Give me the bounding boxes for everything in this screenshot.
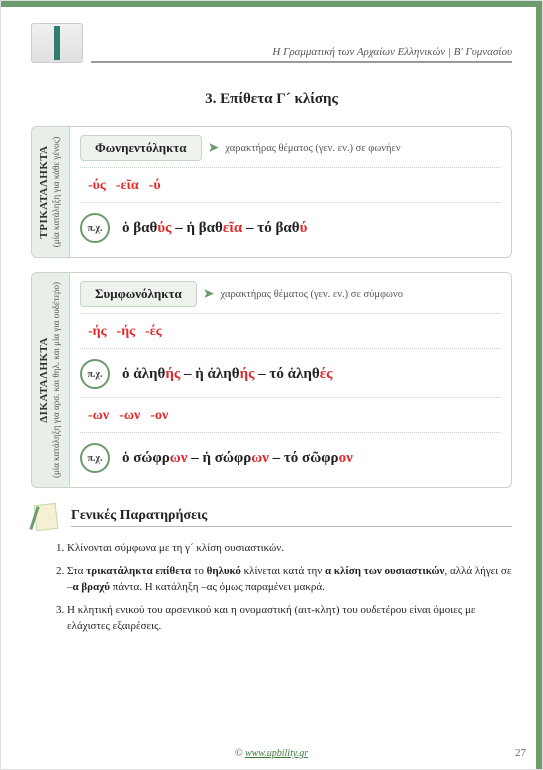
page-header: Η Γραμματική των Αρχαίων Ελληνικών | Β' … <box>31 23 512 63</box>
note-item-3: Η κλητική ενικού του αρσενικού και η ονο… <box>67 602 512 635</box>
side-sub-2: (μία κατάληξη για αρσ. και θηλ. και μία … <box>52 282 62 478</box>
arrow-icon: ➤ <box>203 286 215 303</box>
book-icon <box>31 23 83 63</box>
card-trikataligta: ΤΡΙΚΑΤΑΛΗΚΤΑ (μία κατάληξη για κάθε γένο… <box>31 126 512 258</box>
content-area: 3. Επίθετα Γ´ κλίσης ΤΡΙΚΑΤΑΛΗΚΤΑ (μία κ… <box>31 91 512 641</box>
card2-head-desc: χαρακτήρας θέματος (γεν. εν.) σε σύμφωνο <box>221 289 403 300</box>
footer-link[interactable]: www.upbility.gr <box>245 748 308 759</box>
card2-example1-row: π.χ. ὁ ἀληθής – ἡ ἀληθής – τό ἀληθές <box>80 355 501 393</box>
notes-header: Γενικές Παρατηρήσεις <box>31 502 512 532</box>
top-accent-bar <box>1 1 542 7</box>
card1-head-label: Φωνηεντόληκτα <box>80 135 202 161</box>
card2-example2: ὁ σώφρων – ἡ σώφρων – τό σῶφρον <box>122 450 353 467</box>
card1-example: ὁ βαθύς – ἡ βαθεῖα – τό βαθύ <box>122 220 307 237</box>
copyright-symbol: © <box>235 748 243 759</box>
side-label-1: ΤΡΙΚΑΤΑΛΗΚΤΑ (μία κατάληξη για κάθε γένο… <box>32 127 70 257</box>
px-badge: π.χ. <box>80 359 110 389</box>
card1-header-row: Φωνηεντόληκτα ➤ χαρακτήρας θέματος (γεν.… <box>80 135 501 161</box>
notes-list: Κλίνονται σύμφωνα με τη γ´ κλίση ουσιαστ… <box>31 540 512 635</box>
card2-example1: ὁ ἀληθής – ἡ ἀληθής – τό ἀληθές <box>122 366 332 383</box>
right-accent-bar <box>536 1 542 769</box>
side-label-2: ΔΙΚΑΤΑΛΗΚΤΑ (μία κατάληξη για αρσ. και θ… <box>32 273 70 487</box>
page-title: 3. Επίθετα Γ´ κλίσης <box>31 91 512 108</box>
page-number: 27 <box>515 747 526 759</box>
note-item-2: Στα τρικατάληκτα επίθετα το θηλυκό κλίνε… <box>67 563 512 596</box>
arrow-icon: ➤ <box>208 140 220 157</box>
px-badge: π.χ. <box>80 443 110 473</box>
card2-head-label: Συμφωνόληκτα <box>80 281 197 307</box>
notes-title: Γενικές Παρατηρήσεις <box>71 508 512 527</box>
px-badge: π.χ. <box>80 213 110 243</box>
card2-example2-row: π.χ. ὁ σώφρων – ἡ σώφρων – τό σῶφρον <box>80 439 501 477</box>
card2-header-row: Συμφωνόληκτα ➤ χαρακτήρας θέματος (γεν. … <box>80 281 501 307</box>
card2-endings2: -ων -ων -ον <box>80 404 501 428</box>
side-main-1: ΤΡΙΚΑΤΑΛΗΚΤΑ <box>39 137 52 247</box>
card1-example-row: π.χ. ὁ βαθύς – ἡ βαθεῖα – τό βαθύ <box>80 209 501 247</box>
card1-endings: -ύς -εῖα -ύ <box>80 174 501 198</box>
side-sub-1: (μία κατάληξη για κάθε γένος) <box>52 137 62 247</box>
card2-endings1: -ής -ής -ές <box>80 320 501 344</box>
header-title: Η Γραμματική των Αρχαίων Ελληνικών | Β' … <box>91 46 512 63</box>
note-item-1: Κλίνονται σύμφωνα με τη γ´ κλίση ουσιαστ… <box>67 540 512 557</box>
side-main-2: ΔΙΚΑΤΑΛΗΚΤΑ <box>39 282 52 478</box>
card-dikataligta: ΔΙΚΑΤΑΛΗΚΤΑ (μία κατάληξη για αρσ. και θ… <box>31 272 512 488</box>
note-icon <box>31 502 61 532</box>
card1-head-desc: χαρακτήρας θέματος (γεν. εν.) σε φωνήεν <box>225 143 400 154</box>
footer: © www.upbility.gr <box>31 748 512 759</box>
